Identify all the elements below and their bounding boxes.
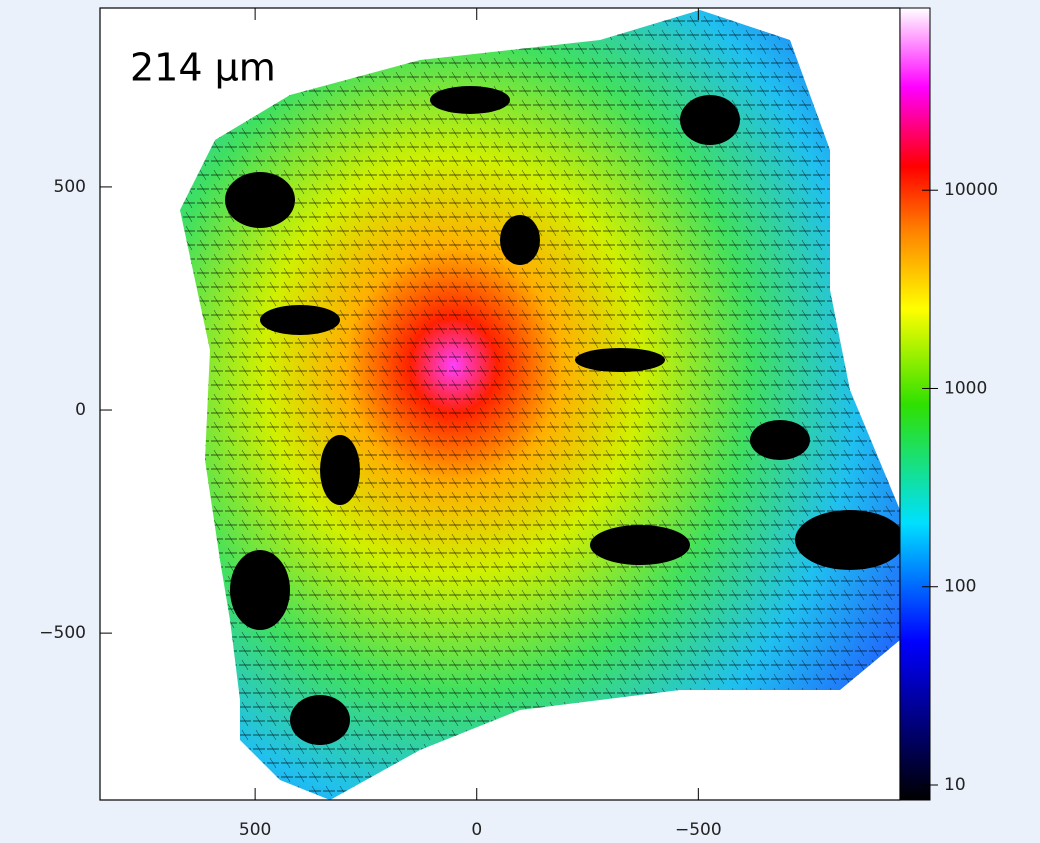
colorbar-tick-label: 1000 (944, 378, 987, 398)
page: 214 µm 5000−500−500050010100100010000 ((… (0, 0, 1040, 843)
colorbar-tick-label: 10 (944, 775, 966, 795)
chart: 214 µm 500 0 −500 −500 0 500 10 100 1000 10000 (0, 0, 1040, 843)
annotation: 214 µm (130, 46, 276, 90)
x-tick-label: −500 (675, 820, 722, 840)
y-tick-label: 0 (75, 400, 86, 420)
colorbar (900, 8, 930, 800)
y-tick-label: −500 (39, 623, 86, 643)
y-tick-label: 500 (54, 177, 86, 197)
colorbar-tick-label: 100 (944, 577, 976, 597)
colorbar-tick-label: 10000 (944, 180, 998, 200)
map-image (180, 10, 905, 800)
x-tick-label: 500 (239, 820, 271, 840)
x-tick-label: 0 (471, 820, 482, 840)
